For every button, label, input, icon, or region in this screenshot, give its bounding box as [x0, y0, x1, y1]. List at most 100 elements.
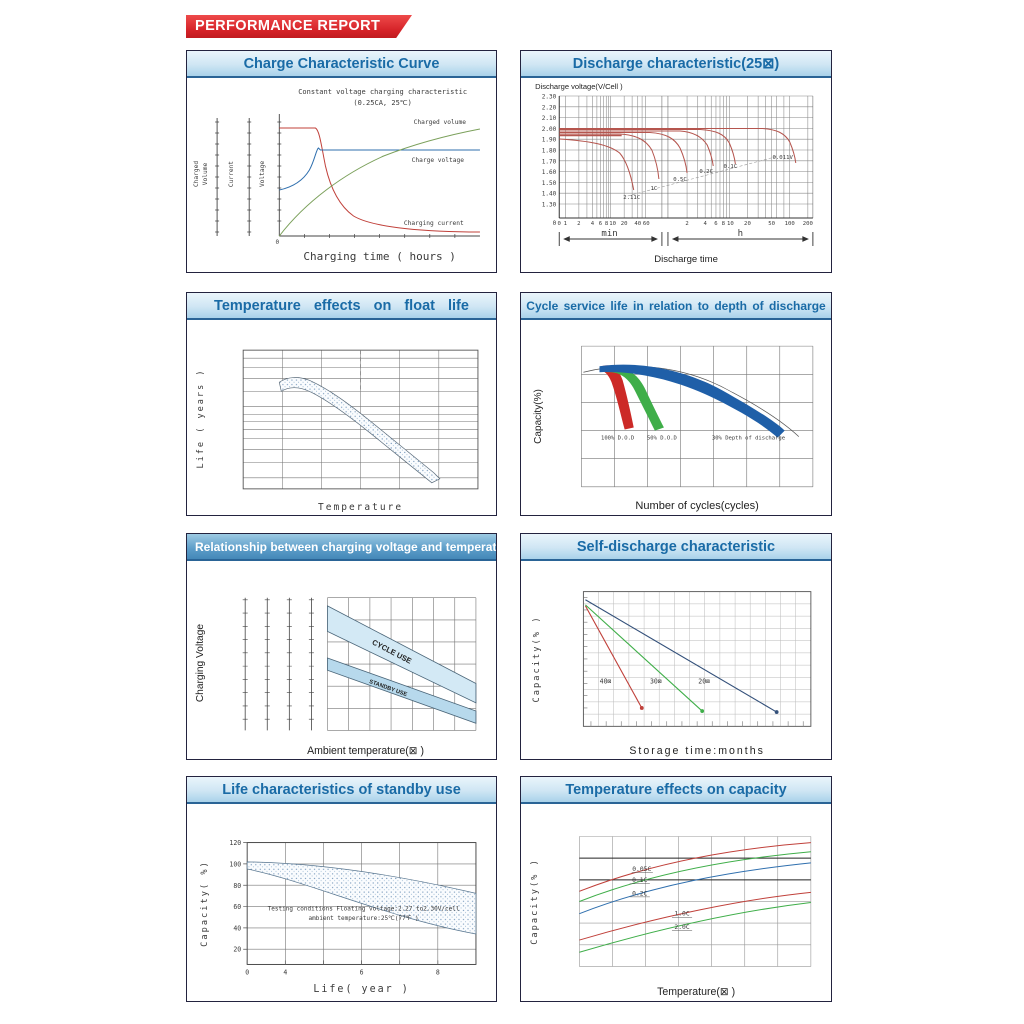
standby-life-xtick: 6	[360, 969, 364, 977]
cycle-life-band-30dod	[599, 364, 785, 438]
discharge-curve-label: 0.2C	[699, 169, 713, 175]
charge-note-line1: Constant voltage charging characteristic	[298, 87, 467, 96]
discharge-ytick: 1.40	[542, 191, 557, 198]
panel-self-discharge: Self-discharge characteristic Capacity(%…	[520, 533, 832, 760]
discharge-axes	[558, 96, 813, 219]
charge-xlabel: Charging time ( hours )	[303, 250, 456, 263]
charge-voltage-temp-axes	[242, 597, 314, 731]
discharge-ylabel: Discharge voltage(V/Cell )	[535, 82, 623, 91]
svg-text:2: 2	[685, 221, 688, 227]
report-banner-title: PERFORMANCE REPORT	[195, 18, 381, 34]
discharge-ytick: 2.00	[542, 126, 557, 133]
standby-life-axis-ticks	[243, 842, 477, 965]
charge-chart: Constant voltage charging characteristic…	[193, 87, 481, 263]
standby-life-note1: Testing conditions Floating voltage:2.27…	[268, 906, 460, 913]
cycle-life-ylabel: Capacity(%)	[533, 389, 544, 444]
charge-yaxis1-label-line2: Volume	[202, 163, 209, 186]
panel-temp-capacity: Temperature effects on capacity Capacity…	[520, 776, 832, 1002]
charging-current-curve	[279, 127, 480, 233]
svg-text:10: 10	[727, 221, 734, 227]
charge-origin-label: 0	[275, 239, 279, 246]
discharge-ytick: 1.50	[542, 180, 557, 187]
standby-use-band	[327, 657, 477, 724]
discharge-label-guide-line	[627, 155, 779, 197]
discharge-ytick: 1.90	[542, 137, 557, 144]
panel-float-life: Temperature effects on float life Life (…	[186, 292, 497, 516]
cycle-life-grid	[581, 345, 814, 488]
self-discharge-chart: Capacity(% ) 40⊠ 30⊠ 20⊠ Storage time:mo…	[532, 591, 812, 757]
panel-temp-capacity-title: Temperature effects on capacity	[565, 781, 787, 798]
temp-capacity-label-20c: 2.0C	[674, 924, 689, 931]
panel-discharge-header: Discharge characteristic(25⊠)	[521, 51, 831, 78]
svg-text:200: 200	[803, 221, 814, 227]
svg-text:40: 40	[634, 221, 641, 227]
discharge-ytick: 2.10	[542, 115, 557, 122]
float-life-xlabel: Temperature	[318, 502, 403, 513]
standby-life-ytick: 40	[233, 924, 241, 932]
cycle-life-chart: Capacity(%) 100% D.O.D 50% D.O.D 30% Dep…	[533, 345, 814, 512]
charge-yaxis3-label: Voltage	[259, 161, 266, 187]
cycle-life-band-50dod	[606, 366, 664, 431]
svg-text:0: 0	[558, 221, 562, 227]
discharge-curve-label: 0.011V	[773, 155, 794, 161]
standby-life-xlabel: Life( year )	[313, 984, 409, 995]
discharge-curve-label: 2.11C	[623, 195, 640, 201]
standby-life-xtick: 0	[245, 969, 249, 977]
standby-life-xtick: 8	[436, 969, 440, 977]
cycle-life-label-30dod: 30% Depth of discharge	[712, 436, 785, 442]
temp-capacity-dark-gridlines	[579, 857, 811, 881]
cycle-use-band	[327, 605, 477, 704]
svg-text:4: 4	[703, 221, 707, 227]
discharge-xlabel: Discharge time	[654, 254, 718, 265]
charge-note-line2: (0.25CA, 25℃)	[353, 98, 412, 107]
panel-cycle-life-header: Cycle service life in relation to depth …	[521, 293, 831, 320]
svg-text:20: 20	[744, 221, 751, 227]
panel-float-life-header: Temperature effects on float life	[187, 293, 496, 320]
discharge-ytick: 1.60	[542, 169, 557, 176]
self-discharge-xlabel: Storage time:months	[629, 745, 765, 757]
panel-standby-life-title: Life characteristics of standby use	[222, 781, 461, 798]
panel-cycle-life: Cycle service life in relation to depth …	[520, 292, 832, 516]
discharge-ytick: 2.20	[542, 104, 557, 111]
panel-standby-life-header: Life characteristics of standby use	[187, 777, 496, 804]
panel-charge-voltage-temp-title: Relationship between charging voltage an…	[195, 539, 496, 554]
temp-capacity-label-01c: 0.1C	[632, 877, 647, 884]
standby-life-ytick: 120	[229, 839, 241, 847]
panel-discharge-characteristic: Discharge characteristic(25⊠) Discharge …	[520, 50, 832, 273]
self-discharge-bottom-ticks	[590, 721, 804, 727]
self-discharge-label-20: 20⊠	[698, 677, 710, 685]
standby-life-ytick: 60	[233, 903, 241, 911]
discharge-chart: Discharge voltage(V/Cell ) 2.30 2.20 2.1…	[535, 82, 814, 265]
cycle-life-band-100dod	[599, 365, 634, 430]
panel-float-life-title: Temperature effects on float life	[214, 297, 469, 314]
standby-life-ytick: 100	[229, 860, 241, 868]
svg-text:60: 60	[643, 221, 650, 227]
panel-self-discharge-title: Self-discharge characteristic	[576, 538, 776, 555]
standby-life-ylabel: Capacity( %)	[200, 860, 210, 947]
discharge-unit-min: min	[601, 229, 617, 239]
discharge-ytick: 1.30	[542, 202, 557, 209]
charged-volume-curve	[278, 128, 481, 237]
discharge-curve-label: 0.1C	[724, 164, 738, 170]
discharge-curve-label: 0.5C	[673, 177, 687, 183]
panel-self-discharge-header: Self-discharge characteristic	[521, 534, 831, 561]
float-life-chart: Life ( years ) Temperature	[196, 349, 479, 513]
panel-charge-header: Charge Characteristic Curve	[187, 51, 496, 78]
discharge-ytick: 1.70	[542, 158, 557, 165]
float-life-ylabel: Life ( years )	[196, 369, 206, 469]
discharge-origin: 0	[553, 220, 557, 227]
self-discharge-left-ticks	[583, 597, 588, 709]
panel-charge-characteristic: Charge Characteristic Curve Constant vol…	[186, 50, 497, 273]
discharge-xticks-min: 0 1 2 4 6 8 10 20 40 60	[558, 221, 651, 227]
self-discharge-label-30: 30⊠	[650, 677, 662, 685]
discharge-ytick: 2.30	[542, 94, 557, 101]
charging-current-label: Charging current	[404, 220, 464, 227]
svg-text:4: 4	[591, 221, 595, 227]
discharge-curve-label: 1C	[650, 186, 657, 192]
charge-voltage-curve	[279, 147, 480, 191]
self-discharge-ylabel: Capacity(% )	[532, 615, 542, 702]
charged-volume-label: Charged volume	[414, 119, 467, 126]
charge-yaxis2-label: Current	[228, 161, 235, 187]
panel-charge-voltage-temp-header: Relationship between charging voltage an…	[187, 534, 496, 561]
